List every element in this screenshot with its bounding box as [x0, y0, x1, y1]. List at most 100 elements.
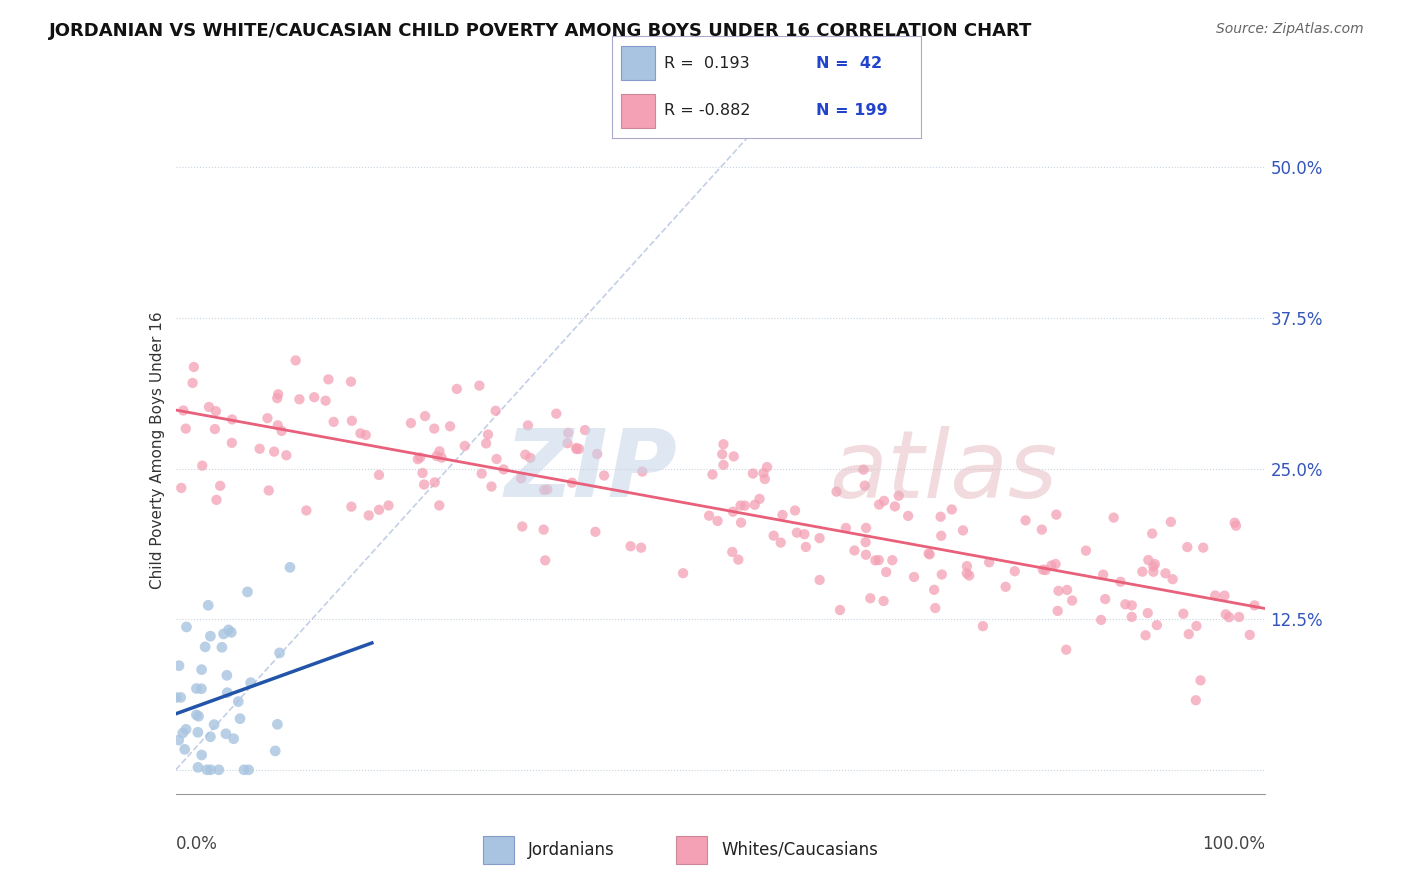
Point	[256, 411, 278, 425]
Point	[429, 444, 451, 458]
Point	[267, 418, 290, 433]
Point	[187, 709, 209, 723]
Point	[835, 521, 858, 535]
Point	[399, 416, 422, 430]
Point	[288, 392, 311, 407]
Point	[786, 525, 808, 540]
Point	[1031, 523, 1053, 537]
Point	[723, 450, 745, 464]
Point	[1062, 593, 1084, 607]
Point	[186, 707, 208, 722]
Point	[302, 390, 325, 404]
Point	[165, 690, 187, 705]
Point	[1161, 572, 1184, 586]
Point	[208, 763, 231, 777]
Point	[1175, 540, 1198, 554]
Point	[174, 723, 197, 737]
Point	[190, 747, 212, 762]
Point	[1192, 541, 1215, 555]
Point	[855, 521, 877, 535]
Point	[756, 460, 779, 475]
Text: 100.0%: 100.0%	[1202, 835, 1265, 853]
Point	[1032, 563, 1054, 577]
Point	[173, 742, 195, 756]
Point	[868, 498, 890, 512]
Point	[183, 359, 205, 374]
Point	[1130, 565, 1153, 579]
Point	[200, 730, 222, 744]
Bar	[621, 95, 655, 128]
Point	[170, 481, 193, 495]
Point	[167, 658, 190, 673]
Point	[1142, 565, 1164, 579]
Point	[221, 435, 243, 450]
Point	[557, 425, 579, 440]
Point	[744, 498, 766, 512]
Point	[929, 529, 952, 543]
Text: atlas: atlas	[830, 425, 1057, 516]
Point	[409, 450, 432, 465]
Point	[515, 448, 537, 462]
Point	[868, 553, 890, 567]
Point	[1135, 628, 1157, 642]
Point	[1185, 693, 1208, 707]
Point	[734, 499, 756, 513]
Point	[481, 479, 503, 493]
Point	[672, 566, 695, 581]
Point	[583, 524, 606, 539]
Point	[454, 439, 477, 453]
Point	[855, 535, 877, 549]
Text: R =  0.193: R = 0.193	[664, 56, 749, 70]
Point	[752, 466, 775, 480]
Point	[713, 458, 735, 472]
Point	[266, 717, 288, 731]
Point	[828, 603, 851, 617]
Point	[475, 436, 498, 450]
Point	[368, 503, 391, 517]
Point	[315, 393, 337, 408]
Point	[187, 725, 209, 739]
Point	[1160, 515, 1182, 529]
Point	[783, 503, 806, 517]
Point	[956, 559, 979, 574]
Point	[257, 483, 280, 498]
Point	[413, 409, 436, 424]
Point	[186, 681, 208, 696]
Point	[222, 731, 245, 746]
Point	[794, 540, 817, 554]
Point	[1146, 618, 1168, 632]
Point	[215, 668, 238, 682]
Point	[1056, 582, 1078, 597]
Point	[825, 484, 848, 499]
Text: N = 199: N = 199	[815, 103, 887, 118]
Point	[1223, 516, 1246, 530]
Point	[270, 424, 292, 438]
Point	[533, 523, 555, 537]
Point	[931, 567, 953, 582]
Y-axis label: Child Poverty Among Boys Under 16: Child Poverty Among Boys Under 16	[149, 311, 165, 590]
Bar	[676, 836, 707, 863]
Point	[924, 601, 946, 615]
Point	[619, 539, 641, 553]
Point	[561, 475, 583, 490]
Point	[426, 449, 449, 463]
Point	[318, 372, 340, 386]
Point	[485, 452, 508, 467]
Point	[266, 391, 288, 405]
Point	[772, 508, 794, 522]
Point	[340, 500, 363, 514]
Point	[249, 442, 271, 456]
Point	[278, 560, 301, 574]
Point	[1109, 574, 1132, 589]
Point	[1004, 564, 1026, 578]
Point	[586, 447, 609, 461]
Point	[195, 763, 218, 777]
Point	[236, 585, 259, 599]
Point	[1094, 592, 1116, 607]
Point	[221, 412, 243, 426]
Point	[1213, 589, 1236, 603]
Point	[1014, 513, 1036, 527]
Point	[430, 450, 453, 465]
Text: ZIP: ZIP	[505, 425, 678, 517]
Point	[471, 467, 494, 481]
